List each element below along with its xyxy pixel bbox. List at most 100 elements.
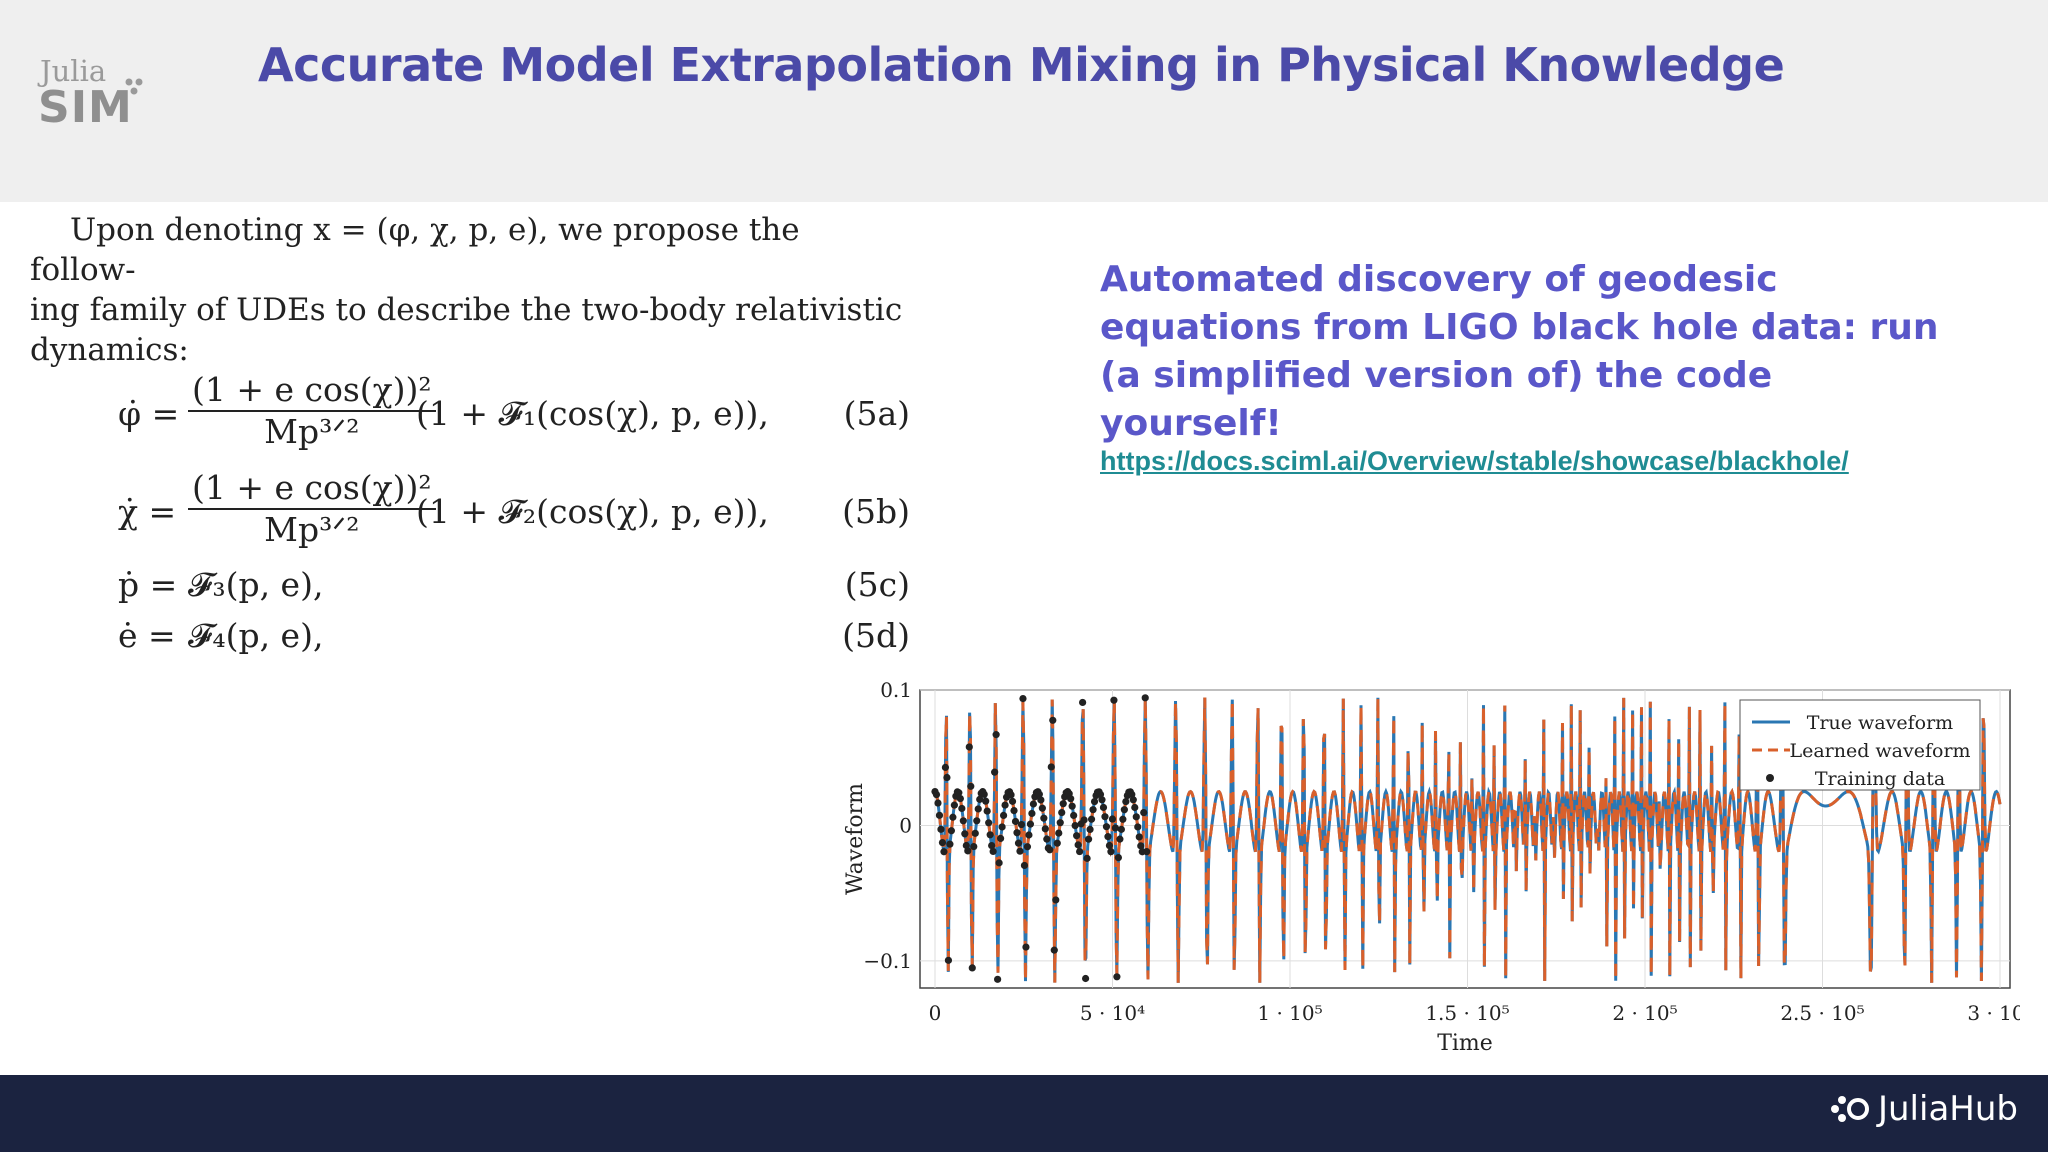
training-data-point bbox=[1101, 813, 1109, 821]
training-data-point bbox=[938, 838, 947, 847]
training-data-point bbox=[1131, 803, 1139, 812]
training-data-point bbox=[956, 794, 964, 803]
training-data-point bbox=[986, 831, 994, 839]
training-data-point bbox=[991, 768, 999, 776]
fraction-denominator: Mp³ᐟ² bbox=[264, 510, 360, 549]
training-data-point bbox=[1067, 795, 1075, 803]
training-data-point bbox=[1068, 802, 1076, 810]
training-data-point bbox=[1090, 797, 1099, 806]
training-data-point bbox=[943, 773, 951, 782]
training-data-point bbox=[1134, 823, 1142, 831]
training-data-point bbox=[989, 847, 997, 856]
equation-fraction: (1 + e cos(χ))² Mp³ᐟ² bbox=[188, 468, 436, 550]
training-data-point bbox=[1049, 716, 1057, 724]
training-data-point bbox=[1111, 824, 1120, 832]
training-data-point bbox=[973, 817, 981, 825]
training-data-point bbox=[941, 763, 950, 772]
training-data-point bbox=[1080, 816, 1088, 824]
training-data-point bbox=[1119, 815, 1127, 823]
training-data-point bbox=[1019, 694, 1027, 703]
training-data-point bbox=[1117, 825, 1125, 833]
training-data-point bbox=[1089, 806, 1097, 814]
training-data-point bbox=[1029, 800, 1038, 808]
training-data-point bbox=[1099, 803, 1108, 812]
training-data-point bbox=[1017, 820, 1026, 829]
training-data-point bbox=[1081, 974, 1090, 983]
training-data-point bbox=[1008, 797, 1017, 805]
training-data-point bbox=[1116, 835, 1124, 843]
intro-line-3: dynamics: bbox=[30, 332, 189, 368]
training-data-point bbox=[1071, 821, 1079, 830]
fraction-numerator: (1 + e cos(χ))² bbox=[188, 468, 436, 510]
training-data-point bbox=[967, 782, 975, 790]
training-data-point bbox=[965, 743, 973, 751]
training-data-point bbox=[1056, 819, 1064, 827]
equation-rhs: (1 + 𝓕₂(cos(χ), p, e)), bbox=[416, 492, 769, 531]
training-data-point bbox=[950, 801, 958, 809]
training-data-point bbox=[1058, 808, 1066, 817]
equation-5d: ė = 𝓕₄(p, e), (5d) bbox=[30, 616, 910, 660]
equation-5a: φ̇ = (1 + e cos(χ))² Mp³ᐟ² (1 + 𝓕₁(cos(χ… bbox=[30, 370, 910, 460]
training-data-point bbox=[944, 956, 953, 964]
training-data-point bbox=[1013, 829, 1021, 837]
training-data-point bbox=[1087, 815, 1096, 823]
training-data-point bbox=[1052, 896, 1060, 904]
equation-lhs: φ̇ = bbox=[118, 394, 180, 433]
training-data-point bbox=[1074, 841, 1082, 849]
training-data-point bbox=[946, 840, 954, 848]
equation-number: (5d) bbox=[842, 616, 910, 655]
equation-5b: χ̇ = (1 + e cos(χ))² Mp³ᐟ² (1 + 𝓕₂(cos(χ… bbox=[30, 468, 910, 558]
training-data-point bbox=[1143, 848, 1151, 856]
training-data-point bbox=[937, 825, 945, 833]
training-data-point bbox=[1076, 847, 1084, 856]
x-tick-label: 0 bbox=[929, 1001, 942, 1025]
training-data-point bbox=[1040, 814, 1048, 822]
training-data-point bbox=[955, 789, 963, 797]
showcase-link[interactable]: https://docs.sciml.ai/Overview/stable/sh… bbox=[1100, 446, 1849, 476]
training-data-point bbox=[1114, 853, 1122, 862]
training-data-point bbox=[1108, 815, 1117, 823]
training-data-point bbox=[1047, 763, 1055, 771]
training-data-point bbox=[1011, 817, 1020, 826]
training-data-point bbox=[1041, 825, 1049, 833]
waveform-chart: 0 5 · 10⁴ 1 · 10⁵ 1.5 · 10⁵ 2 · 10⁵ 2.5 · 10⁵… bbox=[843, 680, 2020, 1056]
training-data-point bbox=[1020, 861, 1029, 870]
training-data-point bbox=[980, 790, 988, 798]
legend-entry: Learned waveform bbox=[1789, 740, 1970, 762]
equation-number: (5c) bbox=[844, 565, 910, 604]
intro-line-1: Upon denoting x = (φ, χ, p, e), we propo… bbox=[30, 212, 800, 288]
equation-fraction: (1 + e cos(χ))² Mp³ᐟ² bbox=[188, 370, 436, 452]
paper-intro: Upon denoting x = (φ, χ, p, e), we propo… bbox=[30, 210, 910, 370]
training-data-point bbox=[1105, 841, 1114, 850]
equation-lhs: ṗ = bbox=[118, 565, 178, 604]
training-data-point bbox=[1073, 832, 1081, 840]
y-tick-label: −0.1 bbox=[863, 949, 912, 973]
training-data-point bbox=[1010, 806, 1018, 815]
training-data-point bbox=[1046, 846, 1054, 854]
training-data-point bbox=[964, 847, 972, 855]
training-data-point bbox=[968, 964, 976, 972]
training-data-point bbox=[1026, 820, 1035, 828]
training-data-point bbox=[997, 834, 1005, 843]
equation-number: (5b) bbox=[842, 492, 910, 531]
training-data-point bbox=[1132, 813, 1140, 821]
legend-marker bbox=[1766, 774, 1774, 782]
training-data-point bbox=[1023, 843, 1032, 851]
training-data-point bbox=[940, 848, 948, 856]
x-tick-label: 2 · 10⁵ bbox=[1612, 1001, 1677, 1025]
training-data-point bbox=[974, 805, 982, 813]
logo-sim-text: SIM bbox=[38, 82, 133, 133]
training-data-point bbox=[1037, 796, 1045, 804]
training-data-point bbox=[971, 829, 979, 837]
x-tick-label: 5 · 10⁴ bbox=[1080, 1001, 1145, 1025]
training-data-point bbox=[995, 859, 1003, 867]
logo-dots-icon bbox=[125, 78, 143, 95]
equation-rhs: 𝓕₄(p, e), bbox=[188, 616, 324, 655]
fraction-denominator: Mp³ᐟ² bbox=[264, 412, 360, 451]
training-data-point bbox=[998, 823, 1006, 831]
training-data-point bbox=[1025, 831, 1033, 839]
training-data-point bbox=[988, 841, 996, 850]
training-data-point bbox=[1070, 811, 1078, 820]
training-data-point bbox=[1022, 943, 1030, 951]
description-text: Automated discovery of geodesic equation… bbox=[1100, 259, 1939, 444]
